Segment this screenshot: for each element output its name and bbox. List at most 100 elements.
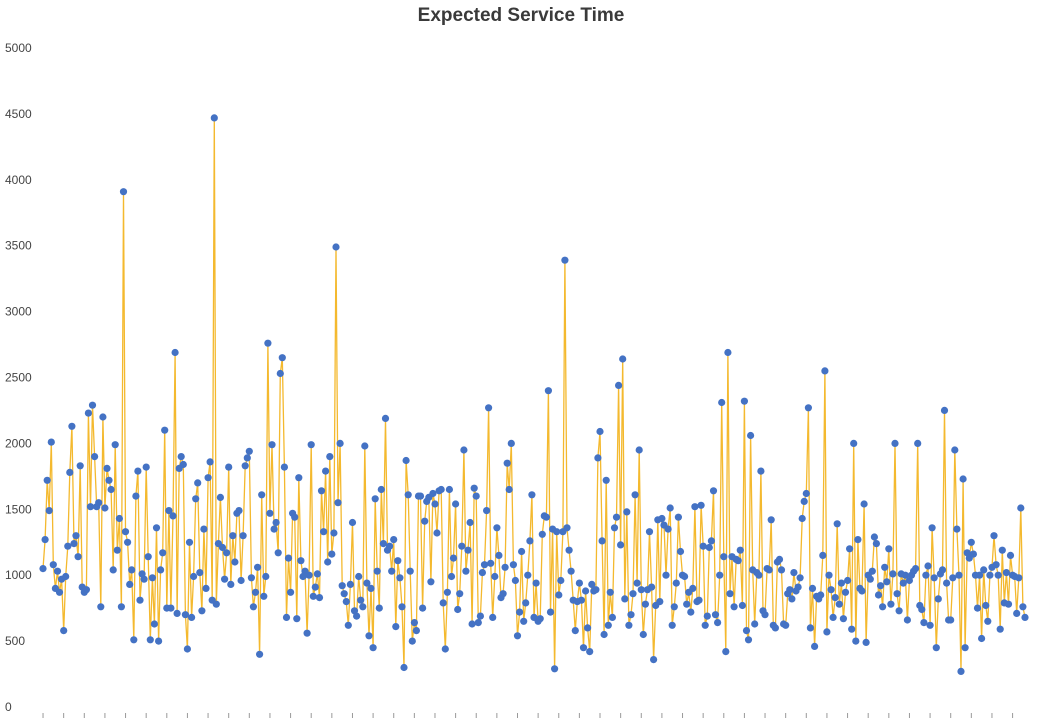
data-point (841, 588, 850, 596)
data-point (829, 613, 837, 622)
data-point (144, 553, 152, 561)
data-point (895, 607, 903, 615)
y-axis: 0 500 1000 1500 2000 2500 3000 3500 4000 4500 5000 (5, 41, 32, 714)
data-point (344, 621, 352, 629)
data-point (608, 613, 617, 622)
data-point (592, 586, 600, 594)
data-point (711, 611, 720, 619)
data-point (363, 579, 371, 587)
data-point (355, 572, 363, 581)
y-tick-label: 2500 (5, 371, 32, 385)
data-point (113, 546, 121, 554)
data-point (121, 528, 130, 536)
data-point (714, 619, 722, 627)
data-point (707, 537, 716, 545)
data-point (47, 438, 55, 446)
data-point (464, 546, 472, 554)
data-point (926, 621, 934, 629)
data-point (520, 617, 528, 625)
data-point (509, 561, 517, 569)
data-point (251, 588, 260, 596)
data-point (68, 422, 76, 430)
data-point (353, 612, 361, 620)
data-point (528, 491, 536, 499)
data-point (823, 628, 831, 636)
y-tick-label: 3000 (5, 305, 32, 319)
data-point (868, 567, 876, 575)
data-point (254, 563, 262, 571)
data-point (499, 590, 507, 598)
data-point (837, 579, 846, 587)
data-point (348, 518, 357, 527)
data-point (115, 514, 123, 523)
data-point (668, 621, 676, 629)
data-point (930, 574, 938, 582)
data-point (584, 624, 592, 632)
data-point (736, 546, 744, 554)
data-point (973, 604, 982, 612)
y-tick-label: 500 (5, 634, 25, 648)
data-point (474, 619, 482, 627)
data-point (598, 537, 606, 545)
data-point (846, 545, 854, 553)
data-point (105, 476, 113, 484)
data-point (821, 367, 829, 375)
data-point (501, 563, 509, 571)
data-point (313, 570, 321, 578)
data-point (70, 540, 78, 548)
data-point (833, 520, 841, 528)
data-point (602, 476, 610, 484)
data-point (887, 600, 895, 608)
x-axis (42, 713, 1014, 718)
data-point (938, 566, 947, 574)
data-point (817, 591, 825, 599)
data-point (986, 571, 994, 579)
data-point (961, 644, 969, 652)
data-point (221, 575, 229, 583)
data-point (142, 463, 150, 471)
data-point (62, 572, 70, 581)
data-point (256, 650, 264, 658)
data-point (371, 495, 379, 503)
data-point (157, 566, 165, 574)
data-point (262, 572, 270, 581)
data-point (84, 409, 92, 417)
data-point (485, 404, 493, 412)
y-tick-label: 5000 (5, 41, 32, 55)
data-point (998, 546, 1006, 554)
data-point (227, 580, 235, 589)
data-point (877, 582, 885, 590)
data-point (493, 524, 501, 532)
data-point (402, 456, 410, 465)
data-point (757, 467, 765, 475)
chart-title: Expected Service Time (418, 5, 625, 26)
data-point (612, 513, 621, 521)
data-point (369, 644, 377, 652)
data-point (503, 459, 511, 467)
data-point (229, 532, 237, 540)
data-point (848, 625, 856, 633)
data-point (808, 584, 817, 593)
data-point (452, 500, 460, 508)
data-point (990, 532, 998, 540)
data-point (619, 355, 627, 363)
data-point (980, 566, 988, 574)
data-point (513, 632, 522, 640)
data-point (441, 645, 449, 653)
data-point (637, 586, 645, 594)
data-point (899, 579, 907, 587)
data-point (790, 569, 798, 577)
data-point (928, 524, 936, 532)
data-point (718, 398, 726, 407)
data-point (357, 596, 365, 604)
data-point (674, 513, 683, 521)
data-point (691, 503, 699, 511)
data-point (670, 603, 678, 611)
data-point (594, 454, 602, 462)
data-point (406, 567, 414, 575)
data-point (268, 441, 276, 449)
data-point (480, 561, 489, 569)
data-point (811, 642, 819, 651)
data-point (140, 575, 148, 583)
data-point (947, 616, 955, 624)
